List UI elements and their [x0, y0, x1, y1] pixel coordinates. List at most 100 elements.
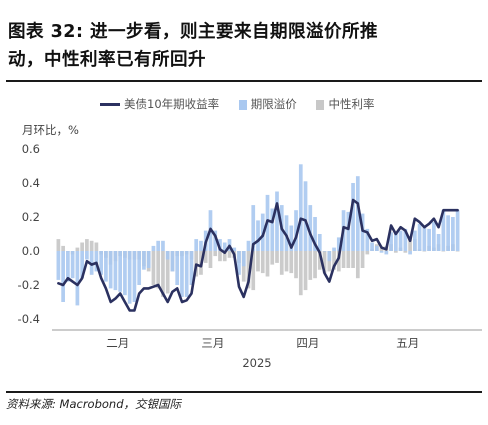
bar-term-premium — [332, 247, 336, 251]
bar-term-premium — [270, 208, 275, 251]
series-line-treasury-10y — [57, 198, 459, 312]
bar-term-premium — [379, 251, 384, 253]
bar-neutral-rate — [303, 251, 308, 291]
bar-term-premium — [365, 228, 370, 251]
legend-item-term-premium: 期限溢价 — [238, 96, 297, 112]
bar-term-premium — [232, 247, 237, 251]
bar-term-premium — [251, 205, 256, 251]
bar-neutral-rate — [351, 251, 355, 268]
bar-neutral-rate — [165, 251, 170, 294]
bar-neutral-rate — [355, 251, 360, 279]
chart-legend: 美债10年期收益率 期限溢价 中性利率 — [100, 96, 390, 112]
bar-term-premium — [175, 251, 180, 285]
bar-term-premium — [70, 251, 75, 279]
bar-term-premium — [94, 251, 99, 272]
legend-swatch-box — [316, 99, 325, 110]
bar-neutral-rate — [256, 251, 260, 272]
bar-neutral-rate — [455, 251, 460, 252]
bar-term-premium — [123, 251, 127, 296]
bar-term-premium — [213, 230, 218, 251]
bar-term-premium — [303, 181, 308, 251]
bar-term-premium — [336, 237, 341, 251]
bar-term-premium — [360, 213, 365, 251]
y-tick-label: -0.2 — [18, 278, 40, 292]
bar-neutral-rate — [360, 251, 365, 268]
bar-neutral-rate — [61, 245, 65, 251]
bar-term-premium — [56, 251, 61, 280]
x-tick-label: 四月 — [296, 336, 319, 350]
bar-neutral-rate — [294, 251, 298, 279]
bar-neutral-rate — [94, 242, 99, 251]
bar-term-premium — [432, 222, 436, 251]
bar-neutral-rate — [341, 251, 346, 268]
bar-neutral-rate — [208, 251, 213, 268]
bar-neutral-rate — [298, 251, 303, 296]
legend-item-neutral-rate: 中性利率 — [316, 96, 374, 112]
legend-label: 中性利率 — [328, 97, 375, 111]
bar-term-premium — [327, 251, 332, 262]
bar-neutral-rate — [89, 240, 94, 251]
bar-neutral-rate — [403, 251, 408, 253]
bar-term-premium — [351, 183, 355, 251]
bar-term-premium — [189, 251, 194, 285]
bar-term-premium — [398, 230, 403, 251]
chart-title-line-1: 图表 32: 进一步看，则主要来自期限溢价所推 — [8, 22, 379, 42]
bar-neutral-rate — [289, 251, 294, 274]
bar-term-premium — [89, 251, 94, 275]
bar-term-premium — [289, 225, 294, 251]
top-rule — [6, 80, 482, 82]
bar-neutral-rate — [393, 251, 398, 253]
bar-term-premium — [451, 217, 455, 251]
legend-label: 期限溢价 — [250, 97, 297, 111]
x-tick-label: 二月 — [106, 336, 129, 350]
bar-neutral-rate — [270, 251, 275, 265]
bar-term-premium — [374, 245, 379, 251]
bar-term-premium — [412, 230, 417, 251]
bar-term-premium — [184, 251, 189, 297]
bar-term-premium — [99, 251, 104, 275]
bar-term-premium — [355, 176, 360, 251]
bar-term-premium — [275, 191, 279, 251]
bar-neutral-rate — [246, 251, 251, 289]
chart-title: 图表 32: 进一步看，则主要来自期限溢价所推 动，中性利率已有所回升 — [8, 18, 480, 74]
source-note: 资料来源: Macrobond，交银国际 — [6, 397, 182, 411]
bar-neutral-rate — [218, 251, 222, 262]
bar-term-premium — [317, 234, 322, 251]
bar-neutral-rate — [213, 251, 218, 257]
bar-neutral-rate — [313, 251, 317, 279]
bar-term-premium — [61, 251, 65, 302]
bar-term-premium — [104, 251, 108, 282]
bar-term-premium — [384, 251, 389, 255]
bar-term-premium — [436, 234, 441, 251]
bar-neutral-rate — [441, 251, 446, 252]
bottom-rule — [6, 391, 482, 393]
bar-term-premium — [256, 220, 260, 251]
bar-term-premium — [170, 251, 175, 272]
y-tick-label: 0.6 — [22, 142, 40, 156]
bar-neutral-rate — [365, 251, 370, 255]
bar-term-premium — [146, 251, 151, 268]
bar-neutral-rate — [203, 251, 208, 263]
bar-term-premium — [161, 240, 165, 251]
bar-neutral-rate — [308, 251, 313, 280]
bar-neutral-rate — [317, 251, 322, 270]
chart-title-line-2: 动，中性利率已有所回升 — [8, 50, 206, 70]
bar-term-premium — [427, 228, 431, 251]
bar-term-premium — [127, 251, 132, 304]
bar-term-premium — [322, 251, 327, 252]
bar-term-premium — [455, 210, 460, 251]
bar-neutral-rate — [85, 239, 89, 251]
bar-term-premium — [137, 251, 142, 285]
bar-neutral-rate — [56, 239, 61, 251]
bar-term-premium — [294, 210, 298, 251]
y-tick-label: 0.0 — [22, 244, 40, 258]
bar-neutral-rate — [346, 251, 351, 268]
bar-neutral-rate — [422, 251, 427, 252]
bar-term-premium — [298, 164, 303, 251]
y-tick-label: -0.4 — [18, 312, 40, 326]
bar-neutral-rate — [80, 242, 84, 251]
bar-term-premium — [241, 251, 246, 267]
bar-term-premium — [246, 240, 251, 251]
bar-neutral-rate — [275, 251, 279, 263]
bar-neutral-rate — [161, 251, 165, 297]
